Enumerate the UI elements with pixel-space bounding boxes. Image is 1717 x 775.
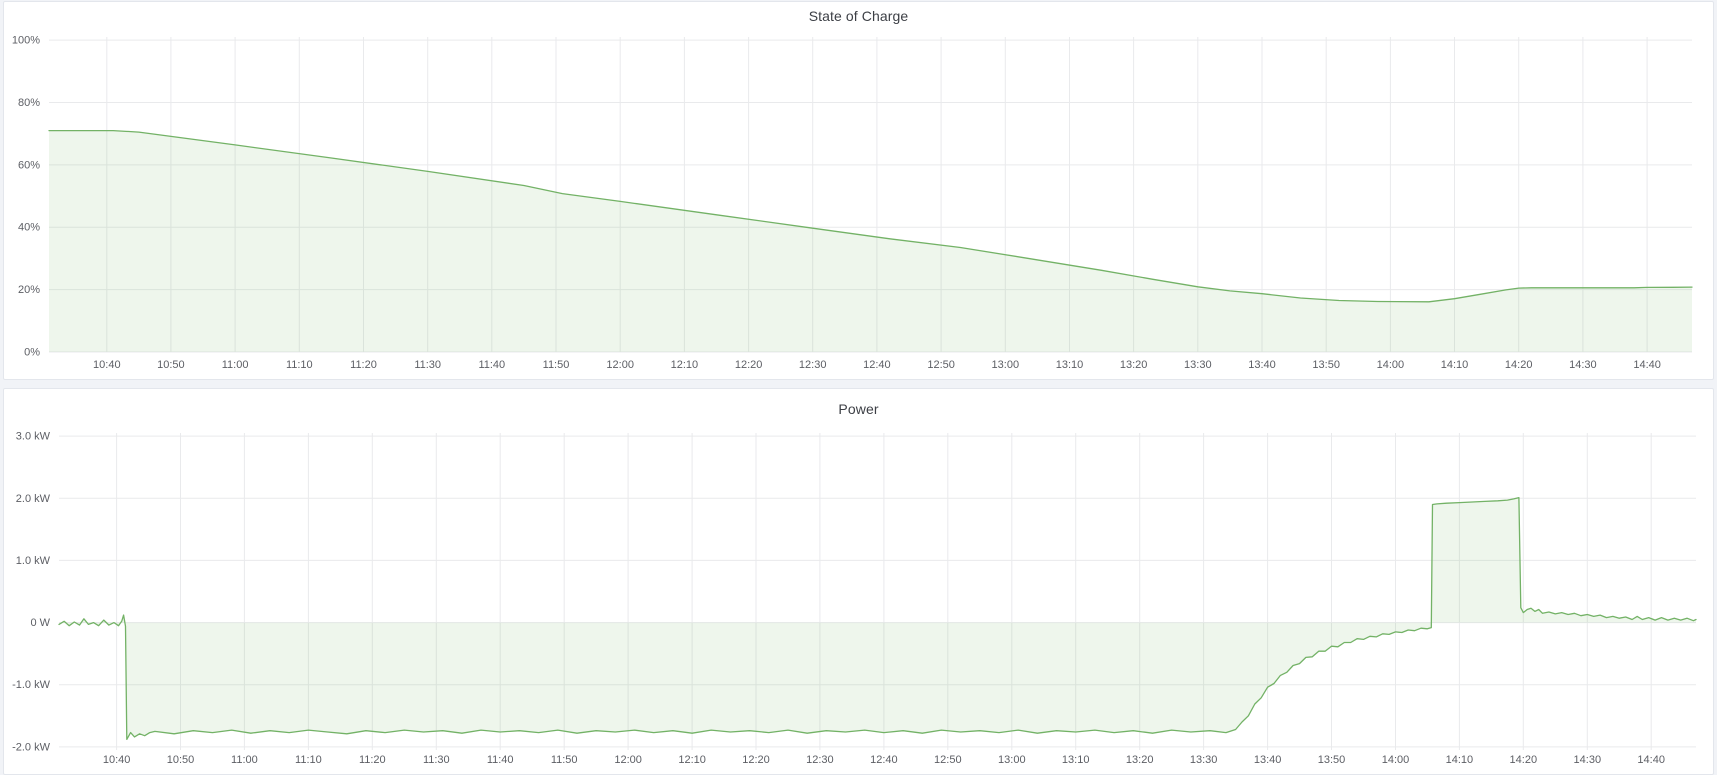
x-tick-label: 11:20 [359, 754, 386, 766]
x-tick-label: 12:50 [927, 359, 955, 371]
y-tick-label: 0% [24, 347, 40, 359]
x-tick-label: 10:50 [157, 359, 185, 371]
x-tick-label: 12:00 [614, 754, 642, 766]
x-tick-label: 12:00 [606, 359, 634, 371]
x-tick-label: 13:40 [1254, 754, 1282, 766]
x-tick-label: 11:00 [231, 754, 258, 766]
x-tick-label: 13:10 [1056, 359, 1084, 371]
x-tick-label: 11:30 [423, 754, 450, 766]
x-tick-label: 12:40 [870, 754, 898, 766]
x-tick-label: 13:10 [1062, 754, 1090, 766]
y-tick-label: 3.0 kW [16, 431, 51, 443]
x-tick-label: 13:50 [1312, 359, 1340, 371]
panel-title-power[interactable]: Power [838, 401, 879, 417]
y-tick-label: 40% [18, 222, 40, 234]
power-chart[interactable]: 3.0 kW 2.0 kW 1.0 kW 0 W -1.0 kW -2.0 kW 10:40… [4, 389, 1713, 774]
x-tick-label: 11:00 [222, 359, 249, 371]
x-tick-label: 11:10 [286, 359, 313, 371]
x-tick-label: 14:20 [1510, 754, 1538, 766]
series-area [49, 130, 1692, 352]
x-tick-label: 11:40 [478, 359, 505, 371]
x-tick-label: 13:30 [1190, 754, 1218, 766]
x-tick-label: 13:20 [1126, 754, 1154, 766]
x-tick-label: 14:00 [1377, 359, 1405, 371]
x-tick-label: 13:50 [1318, 754, 1346, 766]
x-tick-label: 12:30 [806, 754, 834, 766]
x-tick-label: 13:00 [998, 754, 1026, 766]
x-tick-label: 12:50 [934, 754, 962, 766]
y-tick-label: 60% [18, 159, 40, 171]
panel-title-state-of-charge[interactable]: State of Charge [808, 8, 909, 24]
x-tick-label: 12:10 [678, 754, 706, 766]
x-tick-label: 14:10 [1441, 359, 1469, 371]
x-tick-label: 13:20 [1120, 359, 1148, 371]
x-tick-label: 11:40 [487, 754, 514, 766]
y-tick-label: 0 W [30, 617, 50, 629]
x-tick-label: 14:30 [1569, 359, 1597, 371]
x-tick-label: 14:00 [1382, 754, 1410, 766]
y-tick-label: 1.0 kW [16, 555, 51, 567]
x-tick-label: 12:10 [671, 359, 699, 371]
x-tick-label: 11:30 [414, 359, 441, 371]
x-tick-label: 13:00 [992, 359, 1020, 371]
x-tick-label: 12:20 [742, 754, 770, 766]
x-tick-label: 11:20 [350, 359, 377, 371]
y-tick-label: 100% [12, 35, 40, 47]
y-tick-label: -2.0 kW [12, 741, 51, 753]
x-tick-label: 10:50 [167, 754, 195, 766]
y-tick-label: 80% [18, 97, 40, 109]
x-tick-label: 11:50 [543, 359, 570, 371]
x-tick-label: 14:40 [1633, 359, 1661, 371]
panel-power: Power 3.0 kW 2.0 kW 1.0 kW 0 W -1.0 kW -2.0 k… [3, 388, 1714, 775]
series-line [58, 496, 1697, 741]
x-tick-label: 10:40 [93, 359, 121, 371]
state-of-charge-chart[interactable]: 100% 80% 60% 40% 20% 0% 10:40 10:50 11:00 11:10 11… [4, 2, 1713, 379]
series-area [59, 497, 1696, 740]
x-tick-label: 14:10 [1446, 754, 1474, 766]
x-tick-label: 12:20 [735, 359, 763, 371]
x-tick-label: 13:40 [1248, 359, 1276, 371]
x-tick-label: 11:10 [295, 754, 322, 766]
x-tick-label: 13:30 [1184, 359, 1212, 371]
series-line [48, 129, 1693, 303]
x-tick-label: 14:40 [1637, 754, 1665, 766]
panel-state-of-charge: State of Charge 100% 80% 60% 40% 20% 0% 10:40 1… [3, 1, 1714, 380]
x-tick-label: 12:40 [863, 359, 891, 371]
x-tick-label: 10:40 [103, 754, 131, 766]
x-tick-label: 12:30 [799, 359, 827, 371]
y-tick-label: 20% [18, 284, 40, 296]
x-tick-label: 14:20 [1505, 359, 1533, 371]
x-tick-label: 11:50 [551, 754, 578, 766]
x-tick-label: 14:30 [1574, 754, 1602, 766]
y-tick-label: 2.0 kW [16, 493, 51, 505]
y-tick-label: -1.0 kW [12, 679, 51, 691]
